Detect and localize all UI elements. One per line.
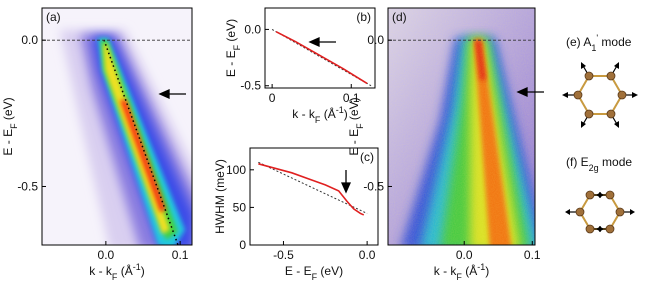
y-tick-label: -0.5 [363,179,384,193]
y-tick-label: 100 [226,163,246,177]
label-part: -1 [336,105,344,115]
fit-line [258,161,368,214]
y-axis-label: E - EF (eV) [347,97,365,155]
fit-line [271,28,372,87]
label-part: (Å [117,263,132,278]
label-part: (e) A [566,35,591,49]
label-part: 1 [591,43,596,53]
y-tick-label: 0.0 [21,33,38,47]
x-tick-label: -0.5 [273,248,294,262]
label-part: (eV) [1,97,15,123]
diagram-f [565,190,635,234]
label-part: k - k [292,107,316,121]
panel-label: (b) [356,10,371,24]
label-part: F [456,272,462,282]
x-tick-label: 0.1 [172,248,189,262]
label-part: E - E [285,264,312,278]
label-part: ' [596,33,598,43]
label-part: ) [485,264,489,278]
label-part: F [9,123,19,129]
label-part: E - E [347,129,361,156]
label-part: HWHM (meV) [213,159,227,234]
label-part: (f) E [566,155,589,169]
label-part: F [112,272,118,282]
panel-label: (c) [360,150,374,164]
arrows [158,36,544,194]
label-part: (Å [320,106,335,121]
map-a [42,8,192,245]
plot-frame [264,7,376,89]
y-tick-label: 0.0 [244,22,261,36]
label-part: (eV) [347,97,361,123]
label-part: F [355,123,365,129]
label-part: E - E [224,50,238,77]
map-d [388,8,535,245]
label-part: (Å [462,263,477,278]
x-tick-label: 0.0 [456,248,473,262]
label-part: F [232,44,242,50]
x-tick-label: 0 [269,91,276,105]
label-part: F [312,272,318,282]
x-axis-label: k - kF (Å-1) [434,262,490,282]
label-part: k - k [89,264,113,278]
y-tick-label: 50 [233,200,247,214]
label-part: mode [598,35,632,49]
panel-label: (d) [392,10,407,24]
plot-frame [249,147,379,246]
x-tick-label: 0.0 [98,248,115,262]
x-axis-label: k - kF (Å-1) [292,105,348,125]
label-part: (eV) [224,19,238,45]
x-tick-label: 0.1 [343,91,360,105]
x-tick-label: 0.0 [359,248,376,262]
plot-frame [41,7,193,246]
x-tick-label: 0.1 [524,248,541,262]
y-axis-label: E - EF (eV) [1,97,19,155]
y-tick-label: 0 [239,238,246,252]
y-tick-label: 0.0 [367,33,384,47]
y-axis-label: HWHM (meV) [213,159,227,234]
label-part: k - k [434,264,458,278]
panel-label: (a) [46,10,61,24]
label-part: E - E [1,129,15,156]
diagram-label: (f) E2g mode [566,155,632,173]
label-part: ) [141,264,145,278]
label-part: -1 [133,262,141,272]
label-part: ) [344,107,348,121]
data-line [275,30,368,85]
x-axis-label: E - EF (eV) [285,264,343,282]
x-axis-label: k - kF (Å-1) [89,262,145,282]
label-part: (eV) [317,264,343,278]
data-line [258,163,365,216]
diagram-e [562,62,638,128]
label-part: 2g [589,163,599,173]
diagram-label: (e) A1' mode [566,33,632,53]
label-part: F [315,115,321,125]
label-part: -1 [477,262,485,272]
plot-frame [387,7,536,246]
y-tick-label: -0.5 [240,79,261,93]
y-axis-label: E - EF (eV) [224,19,242,77]
label-part: mode [599,155,633,169]
y-tick-label: -0.5 [17,179,38,193]
